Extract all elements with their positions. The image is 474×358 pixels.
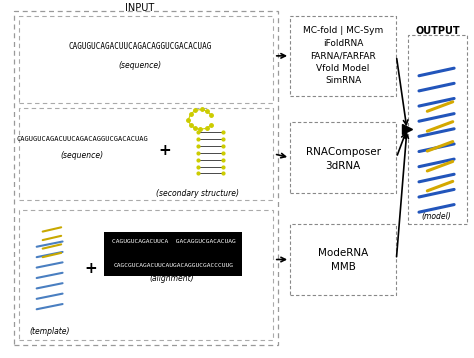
Text: MC-fold | MC-Sym
iFoldRNA
FARNA/FARFAR
Vfold Model
SimRNA: MC-fold | MC-Sym iFoldRNA FARNA/FARFAR V… [303,26,383,85]
Text: CAGUGUCAGACUUCAGACAGGUCGACACUAG: CAGUGUCAGACUUCAGACAGGUCGACACUAG [16,136,148,142]
Text: CAGCGUCAGACUUCAUGACAGGUCGACCCUUG: CAGCGUCAGACUUCAUGACAGGUCGACCCUUG [113,263,234,268]
Text: RNAComposer
3dRNA: RNAComposer 3dRNA [306,147,381,171]
Text: (sequence): (sequence) [60,151,103,160]
Text: CAGUGUCAGACUUCA  GACAGGUCGACACUAG: CAGUGUCAGACUUCA GACAGGUCGACACUAG [112,240,236,245]
Text: +: + [159,143,172,158]
FancyBboxPatch shape [104,232,242,258]
Text: (template): (template) [29,328,70,337]
Text: OUTPUT: OUTPUT [415,26,460,36]
Text: template: template [155,255,190,263]
Text: ModeRNA
MMB: ModeRNA MMB [318,248,368,272]
Text: (sequence): (sequence) [118,61,161,70]
Text: CAGUGUCAGACUUCAGACAGGUCGACACUAG: CAGUGUCAGACUUCAGACAGGUCGACACUAG [68,42,211,51]
Text: (secondary structure): (secondary structure) [156,189,239,198]
Text: +: + [85,261,98,276]
Text: target: target [160,234,184,243]
Text: (alignment): (alignment) [150,274,194,283]
FancyBboxPatch shape [104,258,242,276]
Text: INPUT: INPUT [125,4,155,14]
Text: (model): (model) [422,212,451,221]
